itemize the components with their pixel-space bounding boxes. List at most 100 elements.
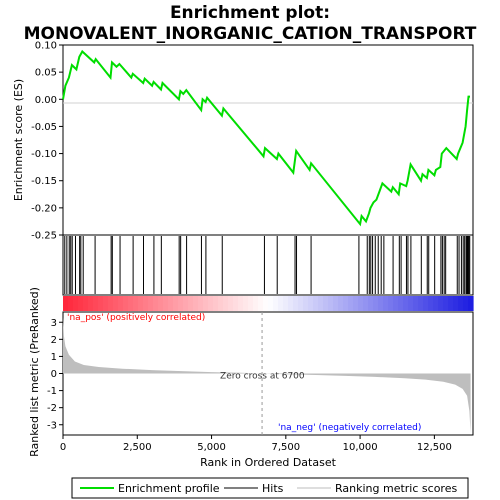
ranking-color-segment [223, 296, 229, 311]
x-tick-label: 0 [60, 442, 66, 453]
ranking-color-segment [233, 296, 239, 311]
ranking-color-segment [338, 296, 344, 311]
ranking-color-segment [168, 296, 174, 311]
ranking-color-segment [358, 296, 364, 311]
metric-y-axis-label: Ranked list metric (PreRanked) [28, 287, 41, 457]
ranking-color-segment [393, 296, 399, 311]
hits-panel [62, 234, 474, 296]
pos-correlated-label: 'na_pos' (positively correlated) [67, 313, 205, 323]
ranking-color-segment [423, 296, 429, 311]
metric-y-tick-label: 0 [51, 369, 57, 380]
es-y-tick-label: 0.00 [35, 95, 57, 106]
x-tick-label: 10,000 [343, 442, 378, 453]
x-tick-label: 5,000 [197, 442, 226, 453]
ranking-color-segment [123, 296, 129, 311]
legend-metric-label: Ranking metric scores [335, 482, 457, 495]
ranking-color-segment [453, 296, 459, 311]
ranking-color-segment [278, 296, 284, 311]
es-y-tick-label: 0.05 [35, 68, 57, 79]
ranking-color-segment [208, 296, 214, 311]
ranking-color-segment [198, 296, 204, 311]
ranking-color-segment [193, 296, 199, 311]
es-y-tick-label: -0.05 [31, 122, 57, 133]
ranking-color-segment [218, 296, 224, 311]
ranking-color-segment [313, 296, 319, 311]
metric-y-tick-label: 1 [51, 352, 57, 363]
ranking-color-segment [238, 296, 244, 311]
ranking-color-segment [383, 296, 389, 311]
ranking-color-segment [268, 296, 274, 311]
ranking-color-segment [463, 296, 469, 311]
legend-hits-label: Hits [262, 482, 284, 495]
ranking-color-segment [388, 296, 394, 311]
metric-y-tick-label: 2 [51, 335, 57, 346]
ranking-color-segment [398, 296, 404, 311]
ranking-color-segment [408, 296, 414, 311]
hits-marks [64, 236, 471, 294]
ranking-color-segment [228, 296, 234, 311]
legend-es-label: Enrichment profile [118, 482, 220, 495]
ranking-color-segment [443, 296, 449, 311]
ranking-color-segment [163, 296, 169, 311]
ranking-color-segment [88, 296, 94, 311]
metric-y-tick-label: -2 [47, 403, 57, 414]
ranking-color-segment [148, 296, 154, 311]
ranking-color-segment [448, 296, 454, 311]
es-y-tick-label: -0.25 [31, 231, 57, 242]
ranking-color-segment [263, 296, 269, 311]
ranking-color-segment [158, 296, 164, 311]
ranking-color-segment [258, 296, 264, 311]
ranking-color-segment [303, 296, 309, 311]
es-y-axis-label: Enrichment score (ES) [12, 79, 25, 201]
ranking-color-segment [438, 296, 444, 311]
ranking-color-segment [363, 296, 369, 311]
ranking-color-segment [63, 296, 69, 311]
ranking-color-segment [273, 296, 279, 311]
ranking-color-segment [98, 296, 104, 311]
ranking-color-segment [288, 296, 294, 311]
ranking-color-segment [103, 296, 109, 311]
ranking-color-segment [323, 296, 329, 311]
chart-title-line2: MONOVALENT_INORGANIC_CATION_TRANSPORT [24, 24, 477, 44]
ranking-color-segment [73, 296, 79, 311]
ranking-color-segment [138, 296, 144, 311]
ranking-color-segment [418, 296, 424, 311]
ranking-color-segment [293, 296, 299, 311]
es-y-tick-label: 0.10 [35, 41, 57, 52]
ranking-color-segment [133, 296, 139, 311]
ranking-color-segment [318, 296, 324, 311]
ranking-color-segment [403, 296, 409, 311]
ranking-color-segment [203, 296, 209, 311]
ranking-color-segment [368, 296, 374, 311]
legend-box [71, 477, 469, 499]
ranking-color-segment [343, 296, 349, 311]
ranking-color-segment [328, 296, 334, 311]
es-y-tick-label: -0.15 [31, 176, 57, 187]
ranking-color-segment [283, 296, 289, 311]
ranking-color-segment [468, 296, 474, 311]
ranking-color-segment [128, 296, 134, 311]
x-tick-label: 2,500 [123, 442, 152, 453]
metric-y-tick-label: -1 [47, 386, 57, 397]
ranking-color-segment [113, 296, 119, 311]
ranking-color-segment [143, 296, 149, 311]
ranking-color-segment [183, 296, 189, 311]
ranking-color-segment [308, 296, 314, 311]
ranking-color-bar [63, 296, 474, 311]
ranking-color-segment [78, 296, 84, 311]
ranking-color-segment [153, 296, 159, 311]
metric-y-tick-label: -3 [47, 420, 57, 431]
ranking-color-segment [333, 296, 339, 311]
ranking-color-segment [348, 296, 354, 311]
zero-cross-label: Zero cross at 6700 [220, 372, 305, 382]
ranking-color-segment [108, 296, 114, 311]
ranking-color-segment [253, 296, 259, 311]
chart-title-line1: Enrichment plot: [170, 3, 330, 23]
ranking-color-segment [353, 296, 359, 311]
ranking-color-segment [173, 296, 179, 311]
ranking-color-segment [68, 296, 74, 311]
ranking-color-segment [373, 296, 379, 311]
ranking-color-segment [83, 296, 89, 311]
enrichment-profile-line [62, 49, 470, 227]
